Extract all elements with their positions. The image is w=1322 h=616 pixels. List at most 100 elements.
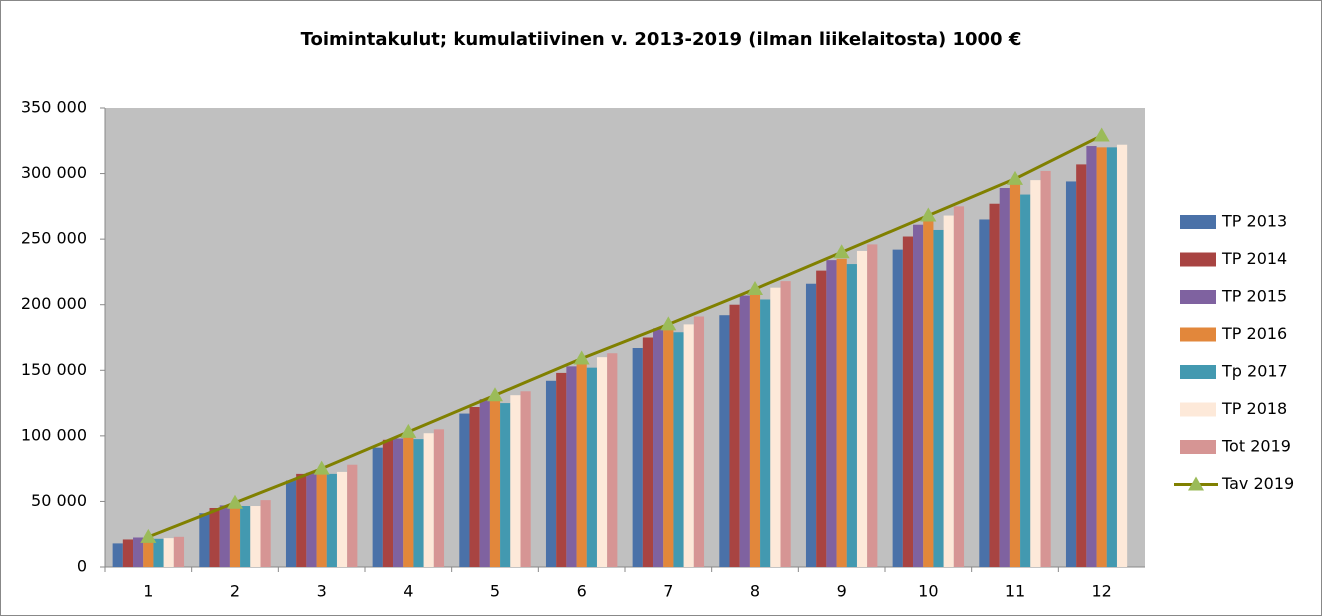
- legend-swatch: [1180, 215, 1216, 229]
- bar: [173, 536, 185, 567]
- bar: [545, 380, 557, 567]
- bar: [576, 363, 587, 567]
- legend-swatch: [1180, 440, 1216, 454]
- bar: [112, 543, 123, 567]
- marker: [833, 244, 850, 259]
- bar: [163, 538, 174, 567]
- y-tick-label: 200 000: [21, 294, 87, 313]
- y-tick-label: 100 000: [21, 425, 87, 444]
- marker: [1007, 170, 1023, 185]
- bar: [989, 203, 1000, 567]
- bar: [122, 539, 134, 567]
- legend-swatch: [1180, 327, 1216, 342]
- bar: [770, 287, 781, 567]
- x-tick-label: 8: [750, 582, 760, 601]
- bar: [933, 229, 944, 567]
- bar: [347, 464, 358, 567]
- bar: [1040, 170, 1051, 567]
- bar: [285, 480, 297, 567]
- x-tick-label: 11: [1005, 582, 1025, 601]
- bar: [240, 506, 251, 567]
- bar: [663, 325, 674, 567]
- bar: [153, 538, 164, 567]
- bar: [520, 391, 531, 567]
- bar: [826, 260, 837, 567]
- bar: [500, 403, 511, 567]
- bar: [1030, 180, 1041, 567]
- bar: [510, 395, 521, 567]
- bar: [1116, 144, 1128, 567]
- bar: [856, 250, 868, 567]
- legend-swatch: [1180, 290, 1216, 304]
- legend-label: TP 2016: [1221, 324, 1287, 343]
- bar: [199, 513, 210, 567]
- bar: [133, 537, 144, 567]
- y-tick-label: 0: [77, 557, 87, 576]
- bar: [1009, 184, 1021, 567]
- x-tick-label: 1: [143, 582, 153, 601]
- bar: [816, 270, 827, 567]
- bar: [749, 294, 761, 567]
- legend-swatch: [1180, 402, 1216, 417]
- bar: [913, 224, 924, 567]
- legend-label: TP 2013: [1221, 212, 1287, 231]
- bar: [433, 429, 445, 567]
- bar: [1096, 147, 1107, 568]
- x-tick-label: 12: [1091, 582, 1111, 601]
- bar: [902, 236, 914, 567]
- bar: [999, 187, 1010, 568]
- bar: [306, 472, 317, 567]
- bar: [479, 399, 490, 567]
- bar: [760, 299, 771, 567]
- bar: [326, 473, 337, 567]
- bar: [892, 249, 903, 568]
- bar: [729, 304, 740, 567]
- legend-label: TP 2018: [1221, 399, 1287, 418]
- bar: [805, 283, 817, 567]
- marker: [140, 528, 157, 543]
- bar: [372, 447, 383, 567]
- bar: [1076, 164, 1087, 568]
- plot-area: [105, 108, 1145, 567]
- bar: [1020, 194, 1031, 567]
- bar: [693, 316, 705, 567]
- marker: [573, 350, 590, 365]
- bar: [316, 472, 327, 567]
- bar: [1086, 146, 1097, 567]
- bar: [596, 357, 608, 567]
- bar: [846, 264, 857, 567]
- x-tick-label: 9: [837, 582, 847, 601]
- bar: [260, 500, 271, 567]
- bar: [673, 332, 684, 567]
- bar: [1106, 147, 1117, 568]
- bar: [143, 538, 154, 567]
- bar: [632, 347, 643, 567]
- bar: [653, 328, 664, 567]
- marker: [400, 423, 417, 438]
- x-tick-label: 6: [577, 582, 587, 601]
- y-tick-label: 50 000: [31, 491, 87, 510]
- bar: [423, 433, 434, 567]
- bar: [642, 337, 654, 567]
- bar: [393, 438, 404, 567]
- marker: [747, 280, 763, 295]
- legend-marker: [1188, 476, 1204, 491]
- bar: [953, 206, 965, 567]
- x-tick-label: 2: [230, 582, 240, 601]
- legend-label: TP 2015: [1221, 287, 1287, 306]
- bar: [566, 366, 577, 567]
- bar: [683, 324, 694, 567]
- bar: [586, 367, 597, 567]
- x-tick-label: 7: [663, 582, 673, 601]
- y-tick-label: 250 000: [21, 229, 87, 248]
- marker: [660, 316, 677, 331]
- bar: [867, 244, 878, 568]
- bar: [979, 219, 990, 567]
- bar: [739, 295, 750, 567]
- legend-label: Tot 2019: [1221, 437, 1291, 456]
- x-tick-label: 3: [317, 582, 327, 601]
- x-tick-label: 5: [490, 582, 500, 601]
- bar: [556, 372, 567, 567]
- bar: [229, 505, 241, 567]
- bar: [719, 315, 730, 567]
